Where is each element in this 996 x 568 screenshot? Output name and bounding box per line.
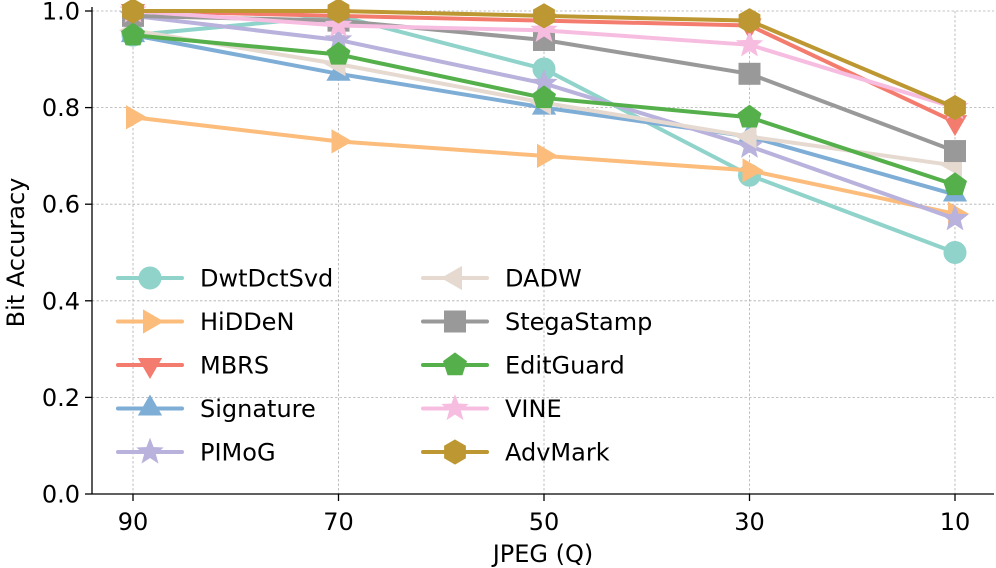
data-point-vine [735,30,764,57]
data-point-advmark [944,95,966,121]
legend-item-dadw: DADW [421,265,582,293]
data-point-stegastamp [944,140,966,163]
legend-marker [137,394,163,416]
ticks: 0.0 0.2 0.4 0.6 0.8 1.0 90 70 50 30 10 [42,0,970,536]
data-point-hidden [742,158,764,183]
x-tick-label: 70 [323,508,354,536]
legend-item-signature: Signature [116,394,316,423]
data-point-editguard [121,22,145,46]
legend-label: EditGuard [505,352,625,380]
data-point-dwtdctsvd [943,241,967,264]
x-tick-label: 50 [529,508,560,536]
legend-label: PIMoG [200,439,276,467]
data-point-editguard [326,41,351,65]
legend: DwtDctSvd HiDDeN MBRS Signature PIMoG DADW Ste… [116,265,652,467]
data-point-dadw [735,124,757,149]
legend-item-hidden: HiDDeN [116,308,294,336]
data-point-editguard [943,172,967,196]
legend-item-advmark: AdvMark [421,439,610,467]
legend-label: StegaStamp [505,308,652,336]
series-editguard [121,22,967,196]
y-tick-label: 1.0 [42,0,80,26]
legend-item-vine: VINE [421,394,562,423]
data-point-pimog [941,204,969,231]
data-point-hidden [331,129,353,154]
data-point-advmark [533,3,555,29]
data-point-advmark [738,8,761,34]
data-point-advmark [327,0,350,24]
legend-label: DADW [505,265,582,293]
data-point-hidden [537,143,558,169]
legend-item-mbrs: MBRS [116,352,269,380]
series-hidden [126,105,969,226]
data-point-stegastamp [738,62,761,85]
legend-label: DwtDctSvd [200,265,333,293]
legend-marker [443,352,467,376]
legend-item-stegastamp: StegaStamp [421,308,652,336]
y-tick-label: 0.4 [42,287,80,315]
legend-item-pimog: PIMoG [116,437,276,467]
legend-item-dwtdctsvd: DwtDctSvd [116,265,333,293]
data-point-vine [324,11,353,38]
legend-marker [143,309,164,334]
axes [91,7,994,495]
data-point-editguard [532,85,556,109]
y-tick-label: 0.6 [42,191,80,219]
legend-label: Signature [200,395,316,423]
x-axis-label: JPEG (Q) [491,540,594,568]
legend-marker [136,437,164,464]
y-axis-label: Bit Accuracy [2,178,30,328]
legend-marker [137,358,163,379]
x-tick-label: 90 [118,508,149,536]
series-advmark [122,0,966,121]
legend-label: HiDDeN [200,308,294,336]
legend-label: VINE [505,395,562,423]
series-layer [119,0,969,264]
x-tick-label: 10 [940,508,971,536]
y-tick-label: 0.0 [42,481,80,509]
y-tick-label: 0.8 [42,94,80,122]
legend-marker [138,266,162,290]
legend-marker [441,394,469,421]
data-point-advmark [122,0,144,24]
x-tick-label: 30 [734,508,765,536]
data-point-editguard [737,104,762,128]
data-point-vine [530,15,558,42]
data-point-hidden [126,105,147,130]
legend-item-editguard: EditGuard [421,352,625,380]
legend-marker [444,439,466,465]
legend-marker [441,265,462,291]
legend-label: AdvMark [505,439,610,467]
y-tick-label: 0.2 [42,384,80,412]
data-point-pimog [735,131,764,158]
legend-label: MBRS [200,352,269,380]
legend-marker [444,310,466,333]
